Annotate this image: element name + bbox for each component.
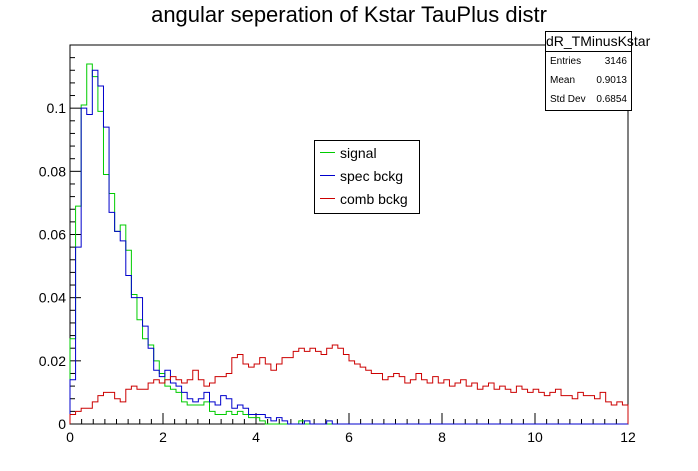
stats-value-mean: 0.9013	[596, 75, 627, 86]
chart-title: angular seperation of Kstar TauPlus dist…	[151, 2, 547, 27]
y-tick-label: 0.1	[47, 100, 67, 116]
y-tick-label: 0.02	[39, 353, 66, 369]
legend-label-signal: signal	[340, 144, 377, 161]
x-tick-label: 4	[252, 429, 260, 445]
series-comb-bckg	[69, 344, 629, 424]
stats-row-stddev: Std Dev 0.6854	[546, 90, 631, 109]
stats-row-mean: Mean 0.9013	[546, 71, 631, 90]
stats-value-stddev: 0.6854	[596, 94, 627, 105]
x-tick-label: 8	[438, 429, 446, 445]
x-tick-label: 6	[345, 429, 353, 445]
x-tick-label: 2	[159, 429, 167, 445]
legend-item-signal: signal	[315, 141, 419, 164]
y-tick-label: 0.08	[39, 163, 66, 179]
series-spec-bckg	[69, 69, 628, 425]
stats-value-entries: 3146	[604, 56, 627, 67]
legend-swatch-comb-bckg	[320, 198, 335, 199]
y-tick-label: 0	[58, 416, 66, 432]
legend-item-comb-bckg: comb bckg	[315, 187, 419, 210]
legend-item-spec-bckg: spec bckg	[315, 164, 419, 187]
legend: signal spec bckg comb bckg	[314, 140, 420, 214]
y-tick-label: 0.06	[39, 227, 66, 243]
x-tick-label: 10	[527, 429, 543, 445]
stats-box-title: dR_TMinusKstar	[546, 32, 650, 52]
stats-box: dR_TMinusKstar Entries 3146 Mean 0.9013 …	[545, 31, 650, 111]
stats-label-mean: Mean	[550, 75, 576, 86]
x-tick-label: 0	[66, 429, 74, 445]
legend-swatch-spec-bckg	[320, 175, 335, 176]
x-tick-label: 12	[620, 429, 636, 445]
legend-label-spec-bckg: spec bckg	[340, 167, 404, 184]
y-tick-label: 0.04	[39, 290, 66, 306]
legend-swatch-signal	[320, 152, 335, 153]
legend-label-comb-bckg: comb bckg	[340, 190, 408, 207]
stats-row-entries: Entries 3146	[546, 52, 631, 71]
stats-label-stddev: Std Dev	[550, 94, 586, 105]
stats-label-entries: Entries	[550, 56, 582, 67]
